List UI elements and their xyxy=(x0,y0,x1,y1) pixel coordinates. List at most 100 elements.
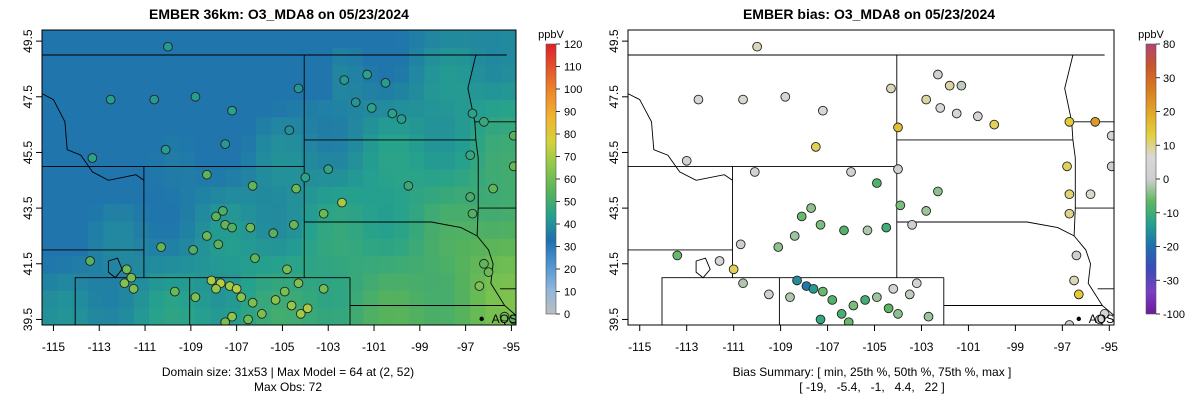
y-tick-label: 47.5 xyxy=(21,85,35,109)
grid-cell xyxy=(470,64,487,83)
grid-cell xyxy=(103,151,120,170)
bias-point xyxy=(749,167,760,177)
grid-cell xyxy=(57,99,74,118)
grid-cell xyxy=(240,203,257,222)
grid-cell xyxy=(301,99,318,118)
grid-cell xyxy=(57,220,74,239)
grid-cell xyxy=(393,151,410,170)
colorbar-tick-label: 80 xyxy=(1163,39,1175,51)
grid-cell xyxy=(149,290,165,309)
observation-point xyxy=(293,83,304,94)
grid-cell xyxy=(72,307,89,325)
grid-cell xyxy=(133,220,150,239)
bias-point xyxy=(872,292,882,303)
grid-cell xyxy=(301,290,318,309)
x-tick-label: -95 xyxy=(503,340,521,354)
grid-cell xyxy=(500,272,516,291)
bias-point xyxy=(893,309,903,319)
grid-cell xyxy=(133,30,150,48)
grid-cell xyxy=(149,134,165,153)
grid-cell xyxy=(439,203,456,222)
grid-cell xyxy=(347,307,364,325)
grid-cell xyxy=(133,290,150,309)
bias-point xyxy=(923,311,934,322)
grid-cell xyxy=(454,99,471,118)
grid-cell xyxy=(118,47,135,66)
bias-point xyxy=(1095,314,1105,325)
grid-cell xyxy=(500,203,516,222)
grid-cell xyxy=(500,30,516,48)
model-grid-cells xyxy=(42,30,516,325)
bias-point xyxy=(907,219,917,230)
x-tick-label: -99 xyxy=(1007,340,1025,354)
grid-cell xyxy=(164,238,181,257)
colorbar-tick-label: 20 xyxy=(564,264,576,276)
grid-cell xyxy=(133,168,150,187)
x-tick-label: -109 xyxy=(179,340,203,354)
x-tick-label: -109 xyxy=(769,340,793,354)
grid-cell xyxy=(408,116,425,135)
grid-cell xyxy=(118,307,135,325)
grid-cell xyxy=(500,220,516,239)
grid-cell xyxy=(408,47,425,66)
grid-cell xyxy=(393,255,410,274)
bias-point xyxy=(672,250,683,261)
grid-cell xyxy=(408,134,425,153)
grid-cell xyxy=(454,220,471,239)
grid-cell xyxy=(57,272,74,291)
grid-cell xyxy=(301,30,318,48)
colorbar-tick-label: 90 xyxy=(564,107,576,119)
grid-cell xyxy=(42,186,58,205)
grid-cell xyxy=(103,238,120,257)
grid-cell xyxy=(164,82,181,101)
bias-point xyxy=(921,206,932,216)
observation-point xyxy=(245,222,256,233)
x-tick-label: -103 xyxy=(316,340,340,354)
grid-cell xyxy=(378,116,395,135)
grid-cell xyxy=(485,238,502,257)
grid-cell xyxy=(301,116,318,135)
y-tick-label: 49.5 xyxy=(21,29,35,53)
grid-cell xyxy=(42,220,58,239)
grid-cell xyxy=(72,64,89,83)
grid-cell xyxy=(500,64,516,83)
bias-point xyxy=(738,278,748,289)
bias-point xyxy=(944,80,955,91)
bias-point xyxy=(888,283,899,294)
colorbar-tick-label: 60 xyxy=(564,174,576,186)
grid-cell xyxy=(500,168,516,187)
grid-cell xyxy=(500,255,516,274)
grid-cell xyxy=(424,186,441,205)
grid-cell xyxy=(470,220,487,239)
observation-point xyxy=(213,239,224,250)
grid-cell xyxy=(225,82,242,101)
grid-cell xyxy=(240,82,257,101)
colorbar-tick-label: 20 xyxy=(1163,107,1175,119)
grid-cell xyxy=(393,30,410,48)
grid-cell xyxy=(240,134,257,153)
grid-cell xyxy=(286,151,303,170)
grid-cell xyxy=(210,47,227,66)
observation-point xyxy=(465,150,476,161)
x-tick-label: -101 xyxy=(362,340,386,354)
grid-cell xyxy=(256,116,272,135)
observation-point xyxy=(85,256,95,266)
observation-point xyxy=(247,297,258,308)
x-tick-label: -101 xyxy=(956,340,980,354)
grid-cell xyxy=(179,168,196,187)
grid-cell xyxy=(194,134,211,153)
grid-cell xyxy=(103,30,120,48)
grid-cell xyxy=(332,272,349,291)
grid-cell xyxy=(485,82,502,101)
grid-cell xyxy=(347,238,364,257)
grid-cell xyxy=(439,47,456,66)
grid-cell xyxy=(454,272,471,291)
grid-cell xyxy=(225,151,242,170)
grid-cell xyxy=(225,134,242,153)
grid-cell xyxy=(42,272,58,291)
grid-cell xyxy=(439,82,456,101)
grid-cell xyxy=(179,64,196,83)
grid-cell xyxy=(378,151,395,170)
grid-cell xyxy=(347,82,364,101)
